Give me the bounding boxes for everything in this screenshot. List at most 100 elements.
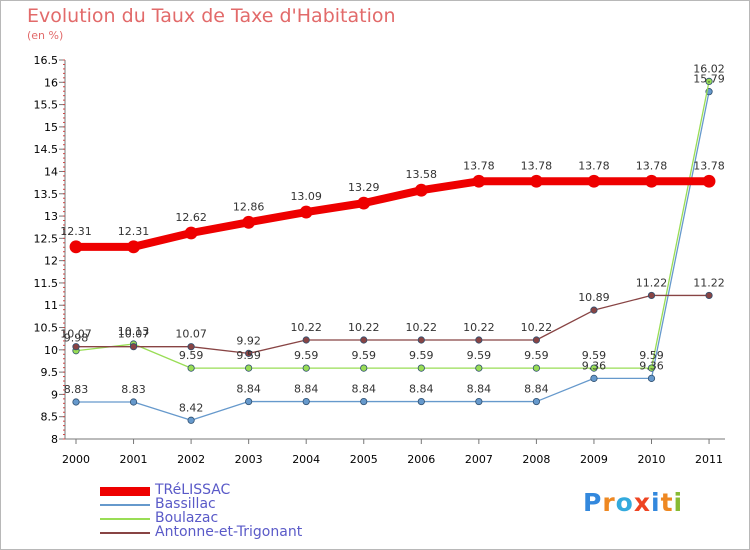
data-label: 11.22 bbox=[693, 276, 725, 289]
data-label: 9.36 bbox=[582, 359, 607, 372]
data-point bbox=[647, 291, 656, 300]
data-label: 10.22 bbox=[521, 321, 553, 334]
data-label: 13.09 bbox=[290, 190, 322, 203]
y-tick-label: 16 bbox=[44, 76, 58, 89]
data-point bbox=[475, 364, 483, 372]
data-label: 9.59 bbox=[639, 349, 664, 362]
data-point bbox=[360, 336, 368, 344]
data-label: 9.59 bbox=[467, 349, 492, 362]
legend-swatch bbox=[100, 487, 150, 496]
brand-letter: P bbox=[583, 488, 603, 517]
y-tick-label: 10.5 bbox=[34, 322, 59, 335]
data-label: 8.84 bbox=[409, 383, 434, 396]
x-tick-label: 2000 bbox=[62, 453, 90, 466]
data-point bbox=[302, 336, 310, 344]
data-point bbox=[187, 364, 195, 372]
data-label: 9.59 bbox=[352, 349, 377, 362]
data-label: 13.78 bbox=[521, 159, 553, 172]
data-point bbox=[357, 196, 371, 210]
data-point bbox=[299, 205, 313, 219]
x-tick-label: 2001 bbox=[120, 453, 148, 466]
data-point bbox=[590, 306, 598, 314]
y-tick-label: 11.5 bbox=[34, 277, 59, 290]
data-label: 12.86 bbox=[233, 200, 265, 213]
data-point bbox=[530, 174, 543, 188]
data-label: 12.31 bbox=[118, 225, 150, 238]
brand-logo: Proxiti bbox=[583, 488, 683, 517]
data-label: 8.84 bbox=[352, 383, 377, 396]
x-tick-label: 2009 bbox=[580, 453, 608, 466]
data-point bbox=[475, 336, 483, 344]
chart-subtitle: (en %) bbox=[27, 29, 64, 42]
y-tick-label: 11 bbox=[44, 299, 58, 312]
data-label: 13.78 bbox=[693, 159, 725, 172]
data-label: 10.13 bbox=[118, 325, 150, 338]
data-point bbox=[587, 174, 601, 188]
data-label: 9.59 bbox=[294, 349, 319, 362]
data-point bbox=[245, 364, 253, 372]
brand-letter: r bbox=[602, 488, 616, 517]
y-tick-label: 16.5 bbox=[34, 54, 59, 67]
series-line bbox=[75, 81, 710, 369]
legend-swatch bbox=[100, 518, 150, 520]
data-label: 9.59 bbox=[409, 349, 434, 362]
data-point bbox=[645, 174, 658, 188]
y-tick-label: 13 bbox=[44, 210, 58, 223]
x-tick-label: 2004 bbox=[292, 453, 320, 466]
data-label: 10.22 bbox=[348, 321, 380, 334]
data-label: 12.62 bbox=[175, 211, 207, 224]
data-label: 10.07 bbox=[175, 328, 207, 341]
x-tick-label: 2010 bbox=[638, 453, 666, 466]
data-point bbox=[187, 343, 195, 351]
data-label: 8.42 bbox=[179, 401, 204, 414]
data-label: 13.78 bbox=[636, 159, 668, 172]
y-tick-label: 8.5 bbox=[41, 411, 59, 424]
y-tick-label: 10 bbox=[44, 344, 58, 357]
data-point bbox=[69, 240, 83, 254]
data-label: 9.36 bbox=[639, 359, 664, 372]
legend-label: Bassillac bbox=[155, 496, 216, 512]
legend-swatch bbox=[100, 532, 150, 534]
series-line bbox=[76, 177, 710, 251]
legend-label: Boulazac bbox=[155, 510, 219, 526]
data-point bbox=[129, 343, 138, 351]
data-label: 15.79 bbox=[693, 73, 725, 86]
data-point bbox=[475, 397, 483, 406]
data-point bbox=[184, 226, 198, 240]
data-point bbox=[417, 336, 425, 344]
x-tick-label: 2002 bbox=[177, 453, 205, 466]
y-tick-label: 15.5 bbox=[34, 99, 59, 112]
legend-label: Antonne-et-Trigonant bbox=[155, 524, 303, 540]
data-point bbox=[302, 364, 310, 372]
data-label: 16.02 bbox=[693, 62, 725, 75]
data-label: 10.89 bbox=[578, 291, 610, 304]
data-label: 10.07 bbox=[118, 328, 150, 341]
legend-label: TRéLISSAC bbox=[155, 482, 231, 498]
series-line bbox=[76, 294, 710, 355]
x-tick-label: 2003 bbox=[235, 453, 263, 466]
data-point bbox=[590, 374, 598, 382]
data-label: 8.83 bbox=[121, 383, 146, 396]
data-label: 9.92 bbox=[236, 334, 261, 347]
data-label: 8.84 bbox=[236, 383, 261, 396]
data-point bbox=[705, 77, 713, 86]
data-point bbox=[72, 343, 80, 351]
data-label: 8.84 bbox=[524, 383, 549, 396]
data-point bbox=[417, 364, 425, 372]
data-point bbox=[532, 336, 541, 344]
data-point bbox=[532, 397, 541, 406]
y-tick-label: 12 bbox=[44, 255, 58, 268]
data-point bbox=[187, 416, 195, 424]
data-label: 9.98 bbox=[64, 332, 89, 345]
brand-letter: x bbox=[633, 488, 651, 517]
data-label: 8.84 bbox=[467, 383, 492, 396]
data-label: 10.22 bbox=[406, 321, 438, 334]
y-tick-label: 15 bbox=[44, 121, 58, 134]
data-label: 9.59 bbox=[179, 349, 204, 362]
data-label: 13.78 bbox=[463, 159, 495, 172]
data-label: 9.59 bbox=[524, 349, 549, 362]
data-point bbox=[532, 364, 541, 372]
x-tick-label: 2005 bbox=[350, 453, 378, 466]
data-point bbox=[472, 174, 486, 188]
